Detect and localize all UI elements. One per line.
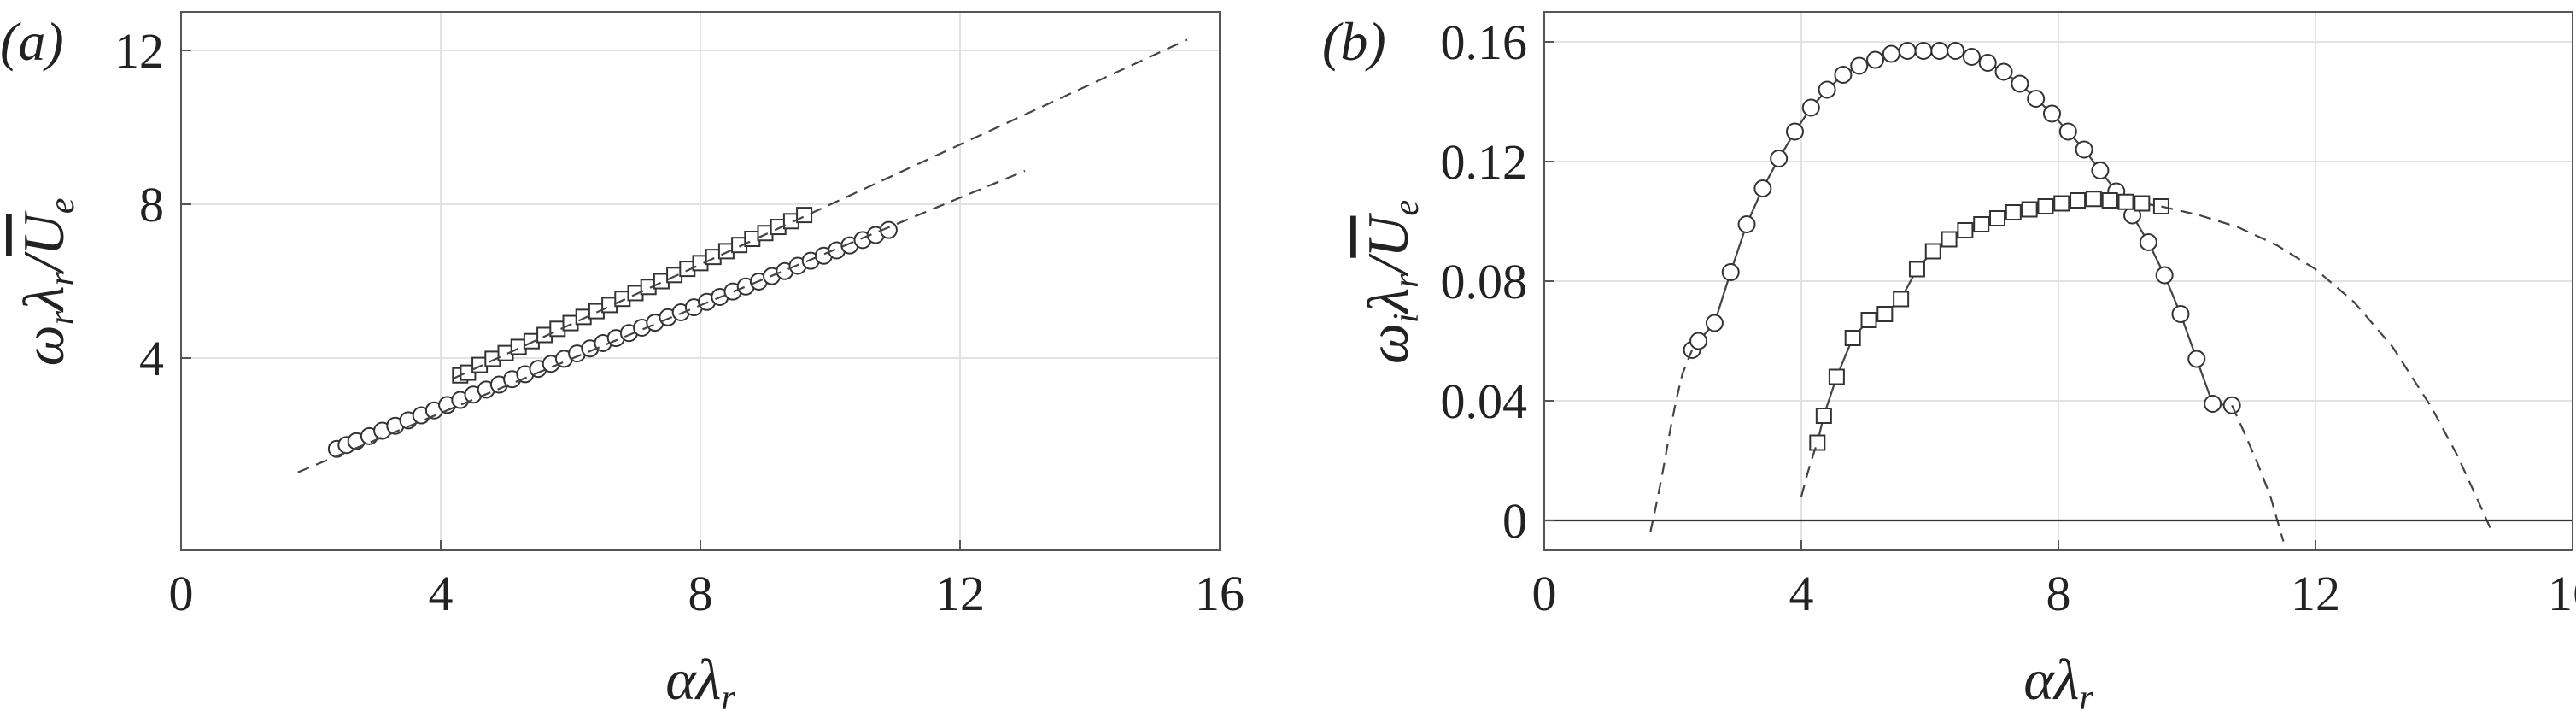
x-tick-label: 16 xyxy=(2548,566,2576,621)
circle-marker xyxy=(1962,48,1981,66)
x-tick-label: 12 xyxy=(935,566,985,621)
square-marker xyxy=(2021,201,2038,218)
square-marker xyxy=(2053,195,2070,212)
panel-b-ticks: 0 4 8 12 16 0 0.04 0.08 0.12 0.16 xyxy=(1441,15,2576,621)
circle-marker xyxy=(1898,42,1917,60)
x-tick-label: 16 xyxy=(1195,566,1244,621)
x-tick-label: 12 xyxy=(2291,566,2340,621)
circle-marker xyxy=(2222,396,2241,414)
circle-marker xyxy=(1882,44,1900,63)
panel-b-y-axis-title: ωiλr/Ue xyxy=(1355,200,1426,364)
circle-marker xyxy=(2091,162,2110,179)
x-tick-label: 0 xyxy=(169,566,194,621)
dashed-curve xyxy=(453,38,1188,379)
panel-a: (a) 0 4 8 12 16 4 8 12 αλr ωrλr/Ue xyxy=(0,11,1244,711)
square-marker xyxy=(2085,191,2102,208)
circle-marker xyxy=(1850,56,1869,75)
circle-marker xyxy=(2139,233,2157,251)
square-marker xyxy=(1989,210,2006,226)
circle-marker xyxy=(1689,332,1708,350)
panel-a-x-axis-title: αλr xyxy=(665,647,735,711)
y-tick-label: 8 xyxy=(139,177,164,232)
circle-marker xyxy=(1994,62,2013,81)
panel-b-grid xyxy=(1543,12,2573,550)
circle-marker xyxy=(2027,90,2046,108)
square-marker xyxy=(1844,330,1861,346)
square-marker xyxy=(1893,291,1910,308)
panel-b-series-group xyxy=(1544,42,2573,542)
circle-marker xyxy=(2171,305,2190,323)
circle-marker xyxy=(2011,74,2029,93)
square-marker xyxy=(1973,216,1990,232)
dashed-curve xyxy=(1649,350,1694,533)
y-tick-label: 0 xyxy=(1502,493,1527,549)
circle-marker xyxy=(1978,54,1997,72)
square-marker xyxy=(1809,434,1826,451)
square-marker xyxy=(1908,261,1925,278)
panel-a-ticks: 0 4 8 12 16 4 8 12 xyxy=(114,23,1244,621)
circle-marker xyxy=(1947,42,1965,60)
svg-text:ωrλr/Ue: ωrλr/Ue xyxy=(11,198,82,367)
y-tick-label: 0.08 xyxy=(1441,254,1528,309)
circle-marker xyxy=(2155,266,2174,285)
square-marker xyxy=(1860,312,1877,328)
y-tick-label: 0.04 xyxy=(1441,373,1528,429)
square-marker xyxy=(2117,193,2134,210)
circle-marker xyxy=(1818,80,1836,99)
square-marker xyxy=(2134,195,2151,212)
panel-a-grid xyxy=(180,12,1221,550)
panel-a-data xyxy=(297,38,1188,473)
x-tick-label: 0 xyxy=(1532,566,1557,621)
panel-b-x-axis-title: αλr xyxy=(2023,647,2093,711)
circle-marker xyxy=(1914,42,1933,60)
square-marker xyxy=(1957,222,1974,238)
circle-marker xyxy=(1770,150,1789,167)
square-marker xyxy=(1876,306,1894,322)
circle-marker xyxy=(1866,50,1885,69)
dashed-curve xyxy=(297,169,1026,473)
circle-marker xyxy=(1801,98,1820,117)
panel-b-label: (b) xyxy=(1322,11,1386,72)
square-marker xyxy=(2070,192,2087,209)
dashed-curve xyxy=(2231,404,2285,542)
circle-marker xyxy=(2075,140,2093,159)
circle-marker xyxy=(2042,104,2061,123)
circle-marker xyxy=(2204,395,2222,413)
square-marker xyxy=(2101,192,2118,209)
svg-text:αλr: αλr xyxy=(2023,647,2093,711)
y-tick-label: 0.12 xyxy=(1441,134,1528,190)
square-marker xyxy=(1924,243,1941,260)
x-tick-label: 8 xyxy=(688,566,713,621)
svg-text:ωiλr/Ue: ωiλr/Ue xyxy=(1355,200,1426,364)
square-marker xyxy=(796,207,813,224)
circle-marker xyxy=(1930,42,1949,60)
circle-marker xyxy=(1705,314,1724,332)
x-tick-label: 4 xyxy=(1789,566,1814,621)
y-tick-label: 0.16 xyxy=(1441,15,1528,70)
square-marker xyxy=(1828,368,1845,385)
panel-a-series-group xyxy=(297,38,1188,473)
circle-marker xyxy=(1834,66,1853,84)
svg-text:αλr: αλr xyxy=(665,647,735,711)
y-tick-label: 4 xyxy=(139,331,164,386)
circle-marker xyxy=(2058,122,2077,141)
panel-a-label: (a) xyxy=(0,11,64,72)
x-tick-label: 4 xyxy=(429,566,454,621)
square-marker xyxy=(2005,204,2022,220)
circle-marker xyxy=(1785,122,1804,141)
circle-marker xyxy=(1737,215,1756,233)
panel-b-data xyxy=(1544,42,2573,542)
dashed-curve xyxy=(2161,205,2493,533)
panel-b: (b) 0 4 8 12 16 0 0.04 0.08 0.12 0.16 αλr ωiλr/Ue xyxy=(1322,11,2576,711)
square-marker xyxy=(1941,231,1958,248)
x-tick-label: 8 xyxy=(2046,566,2071,621)
square-marker xyxy=(2037,198,2054,214)
circle-marker xyxy=(1753,179,1772,197)
circle-marker xyxy=(2187,350,2206,368)
square-marker xyxy=(1815,408,1832,424)
y-tick-label: 12 xyxy=(114,23,164,79)
circle-marker xyxy=(1721,263,1740,281)
panel-a-y-axis-title: ωrλr/Ue xyxy=(11,198,82,367)
